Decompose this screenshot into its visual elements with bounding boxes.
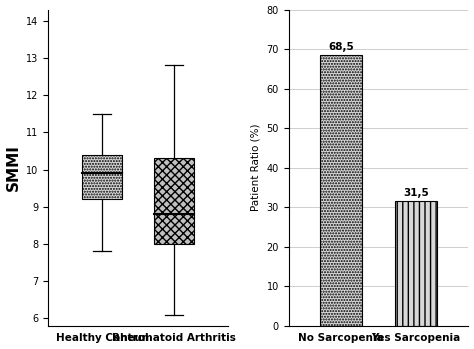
Text: 31,5: 31,5 — [403, 188, 429, 198]
Text: 68,5: 68,5 — [328, 42, 354, 52]
Y-axis label: SMMI: SMMI — [6, 144, 20, 191]
FancyBboxPatch shape — [395, 201, 437, 326]
FancyBboxPatch shape — [320, 55, 362, 326]
FancyBboxPatch shape — [82, 155, 122, 199]
Y-axis label: Patient Ratio (%): Patient Ratio (%) — [251, 124, 261, 211]
FancyBboxPatch shape — [155, 158, 194, 244]
